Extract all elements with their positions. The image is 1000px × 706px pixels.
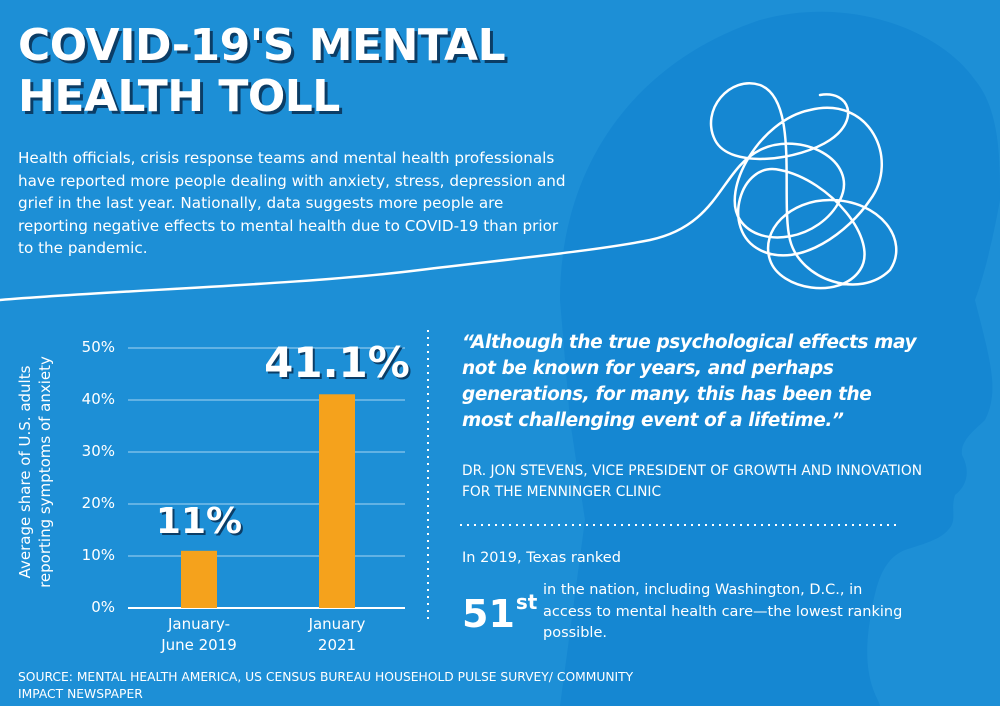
data-label: 41.1% bbox=[264, 338, 410, 388]
y-tick-label: 30% bbox=[81, 442, 115, 460]
intro-paragraph: Health officials, crisis response teams … bbox=[18, 149, 566, 257]
y-tick-label: 10% bbox=[81, 546, 115, 564]
data-label: 11% bbox=[155, 500, 243, 542]
stat-description: in the nation, including Washington, D.C… bbox=[543, 582, 903, 641]
y-axis-title-svg: Average share of U.S. adults reporting s… bbox=[16, 356, 54, 588]
y-axis-title-line-1: Average share of U.S. adults bbox=[16, 365, 34, 578]
bar bbox=[181, 550, 217, 608]
x-tick-label: January 2021 bbox=[308, 615, 366, 654]
x-tick-label: January- June 2019 bbox=[161, 615, 237, 654]
gridlines bbox=[128, 347, 405, 609]
y-tick-label: 20% bbox=[81, 494, 115, 512]
stat-rank-number: 51 bbox=[462, 592, 515, 636]
quote-attribution: DR. JON STEVENS, VICE PRESIDENT OF GROWT… bbox=[462, 463, 923, 500]
quote-text: “Although the true psychological effects… bbox=[462, 332, 917, 431]
bars bbox=[181, 394, 355, 608]
stat-rank-suffix: st bbox=[515, 590, 538, 614]
page-title: COVID-19'S MENTAL HEALTH TOLL bbox=[18, 20, 506, 122]
head-silhouette-icon bbox=[560, 11, 1000, 706]
tangled-thought-line-icon bbox=[0, 82, 898, 302]
bar bbox=[319, 394, 355, 608]
y-tick-label: 40% bbox=[81, 390, 115, 408]
stat-intro: In 2019, Texas ranked bbox=[462, 550, 621, 566]
y-axis-title: Average share of U.S. adults reporting s… bbox=[8, 345, 83, 600]
stat-rank: 51st bbox=[462, 580, 537, 636]
y-axis-title-line-2: reporting symptoms of anxiety bbox=[36, 356, 54, 588]
y-tick-label: 0% bbox=[91, 598, 115, 616]
source-note: SOURCE: MENTAL HEALTH AMERICA, US CENSUS… bbox=[18, 670, 634, 701]
y-tick-label: 50% bbox=[81, 338, 115, 356]
